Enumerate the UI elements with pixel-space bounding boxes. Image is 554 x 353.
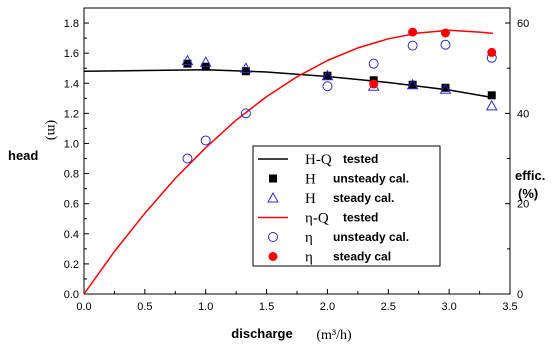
- legend-item: H-Q tested: [258, 152, 378, 168]
- eff-unsteady-point: [322, 81, 333, 92]
- eff-steady-point: [369, 79, 379, 89]
- head-unsteady-point: [201, 62, 210, 71]
- legend-symbol: η-Q: [305, 211, 329, 227]
- head-unsteady-point: [183, 59, 192, 68]
- x-tick-label: 3.0: [441, 301, 456, 313]
- x-axis: 0.0 0.5 1.0 1.5 2.0 2.5 3.0 3.5: [76, 289, 518, 313]
- y-axis-unit: (m): [44, 120, 59, 141]
- head-unsteady-point: [487, 91, 496, 100]
- eff-steady-point: [408, 27, 418, 37]
- eff-steady-point: [440, 28, 450, 38]
- legend-text: unsteady cal.: [333, 172, 409, 186]
- x-axis-unit: (m³/h): [316, 328, 352, 343]
- eta-q-curve: [83, 29, 494, 295]
- legend-text: tested: [343, 211, 378, 225]
- legend-item: η unsteady cal.: [268, 230, 409, 246]
- head-steady-point: [199, 56, 212, 67]
- x-tick-label: 2.5: [381, 301, 396, 313]
- head-steady-point: [181, 54, 194, 66]
- legend-marker-swatch: [268, 232, 278, 242]
- y-tick-label: 0.6: [64, 199, 79, 211]
- y-tick-label: 1.8: [64, 18, 79, 30]
- series-layer: [83, 27, 498, 295]
- y-tick-label: 1.0: [64, 138, 79, 150]
- legend-symbol: H: [305, 172, 316, 188]
- x-tick-label: 3.5: [502, 301, 517, 313]
- head-steady-point: [240, 62, 252, 73]
- x-tick-label: 2.0: [320, 301, 335, 313]
- x-axis-title: discharge: [231, 326, 292, 341]
- eff-unsteady-point: [440, 39, 451, 50]
- x-tick-label: 0.5: [137, 301, 152, 313]
- legend-marker-swatch: [269, 174, 277, 183]
- legend-text: unsteady cal.: [333, 230, 409, 244]
- eff-unsteady-point: [182, 153, 193, 164]
- legend-text: steady cal.: [333, 191, 394, 205]
- legend-symbol: η: [305, 250, 313, 266]
- head-steady-point: [439, 83, 452, 94]
- y2-axis-unit: (%): [518, 186, 538, 201]
- y-axis-title: head: [8, 148, 38, 163]
- eff-steady-point: [487, 47, 497, 57]
- y-tick-label: 0.8: [64, 169, 79, 181]
- legend-item: η steady cal: [268, 250, 391, 266]
- legend-symbol: H: [305, 191, 316, 207]
- h-q-curve: [83, 68, 494, 99]
- y2-axis-title: effic.: [515, 168, 545, 183]
- y2-tick-label: 60: [517, 18, 529, 30]
- legend-symbol: H-Q: [305, 152, 332, 168]
- legend-item: η-Q tested: [258, 211, 378, 227]
- y2-tick-label: 40: [517, 108, 529, 120]
- legend-text: steady cal: [333, 250, 391, 264]
- head-unsteady-point: [408, 80, 417, 89]
- eff-unsteady-point: [240, 108, 251, 119]
- y-axis-efficiency: 0 20 40 60: [505, 18, 529, 301]
- head-steady-point: [406, 78, 419, 90]
- eff-unsteady-point: [368, 58, 379, 69]
- head-steady-point: [321, 69, 334, 81]
- y-tick-label: 1.6: [64, 48, 79, 60]
- head-unsteady-point: [323, 71, 332, 80]
- x-tick-label: 1.5: [259, 301, 274, 313]
- y-axis-head: 0.0 0.2 0.4 0.6 0.8 1.0 1.2 1.4 1.6 1.8: [64, 7, 89, 301]
- head-unsteady-point: [241, 67, 250, 76]
- x-tick-label: 1.0: [198, 301, 213, 313]
- legend-box: [252, 145, 441, 267]
- legend-symbol: η: [305, 230, 313, 246]
- y2-tick-label: 20: [517, 199, 529, 211]
- eff-unsteady-point: [407, 40, 418, 51]
- y-tick-label: 0.2: [64, 259, 79, 271]
- legend-marker-swatch: [268, 252, 278, 261]
- y-tick-label: 0.4: [64, 229, 79, 241]
- x-tick-label: 0.0: [76, 301, 91, 313]
- y-tick-label: 1.4: [64, 78, 79, 90]
- y-tick-label: 1.2: [64, 108, 79, 120]
- y2-tick-label: 0: [517, 289, 523, 301]
- legend-text: tested: [343, 152, 378, 166]
- head-steady-point: [485, 99, 498, 111]
- legend-triangle-swatch: [267, 191, 279, 203]
- eff-unsteady-point: [200, 135, 211, 146]
- y-tick-label: 0.0: [64, 289, 79, 301]
- head-unsteady-point: [441, 83, 450, 92]
